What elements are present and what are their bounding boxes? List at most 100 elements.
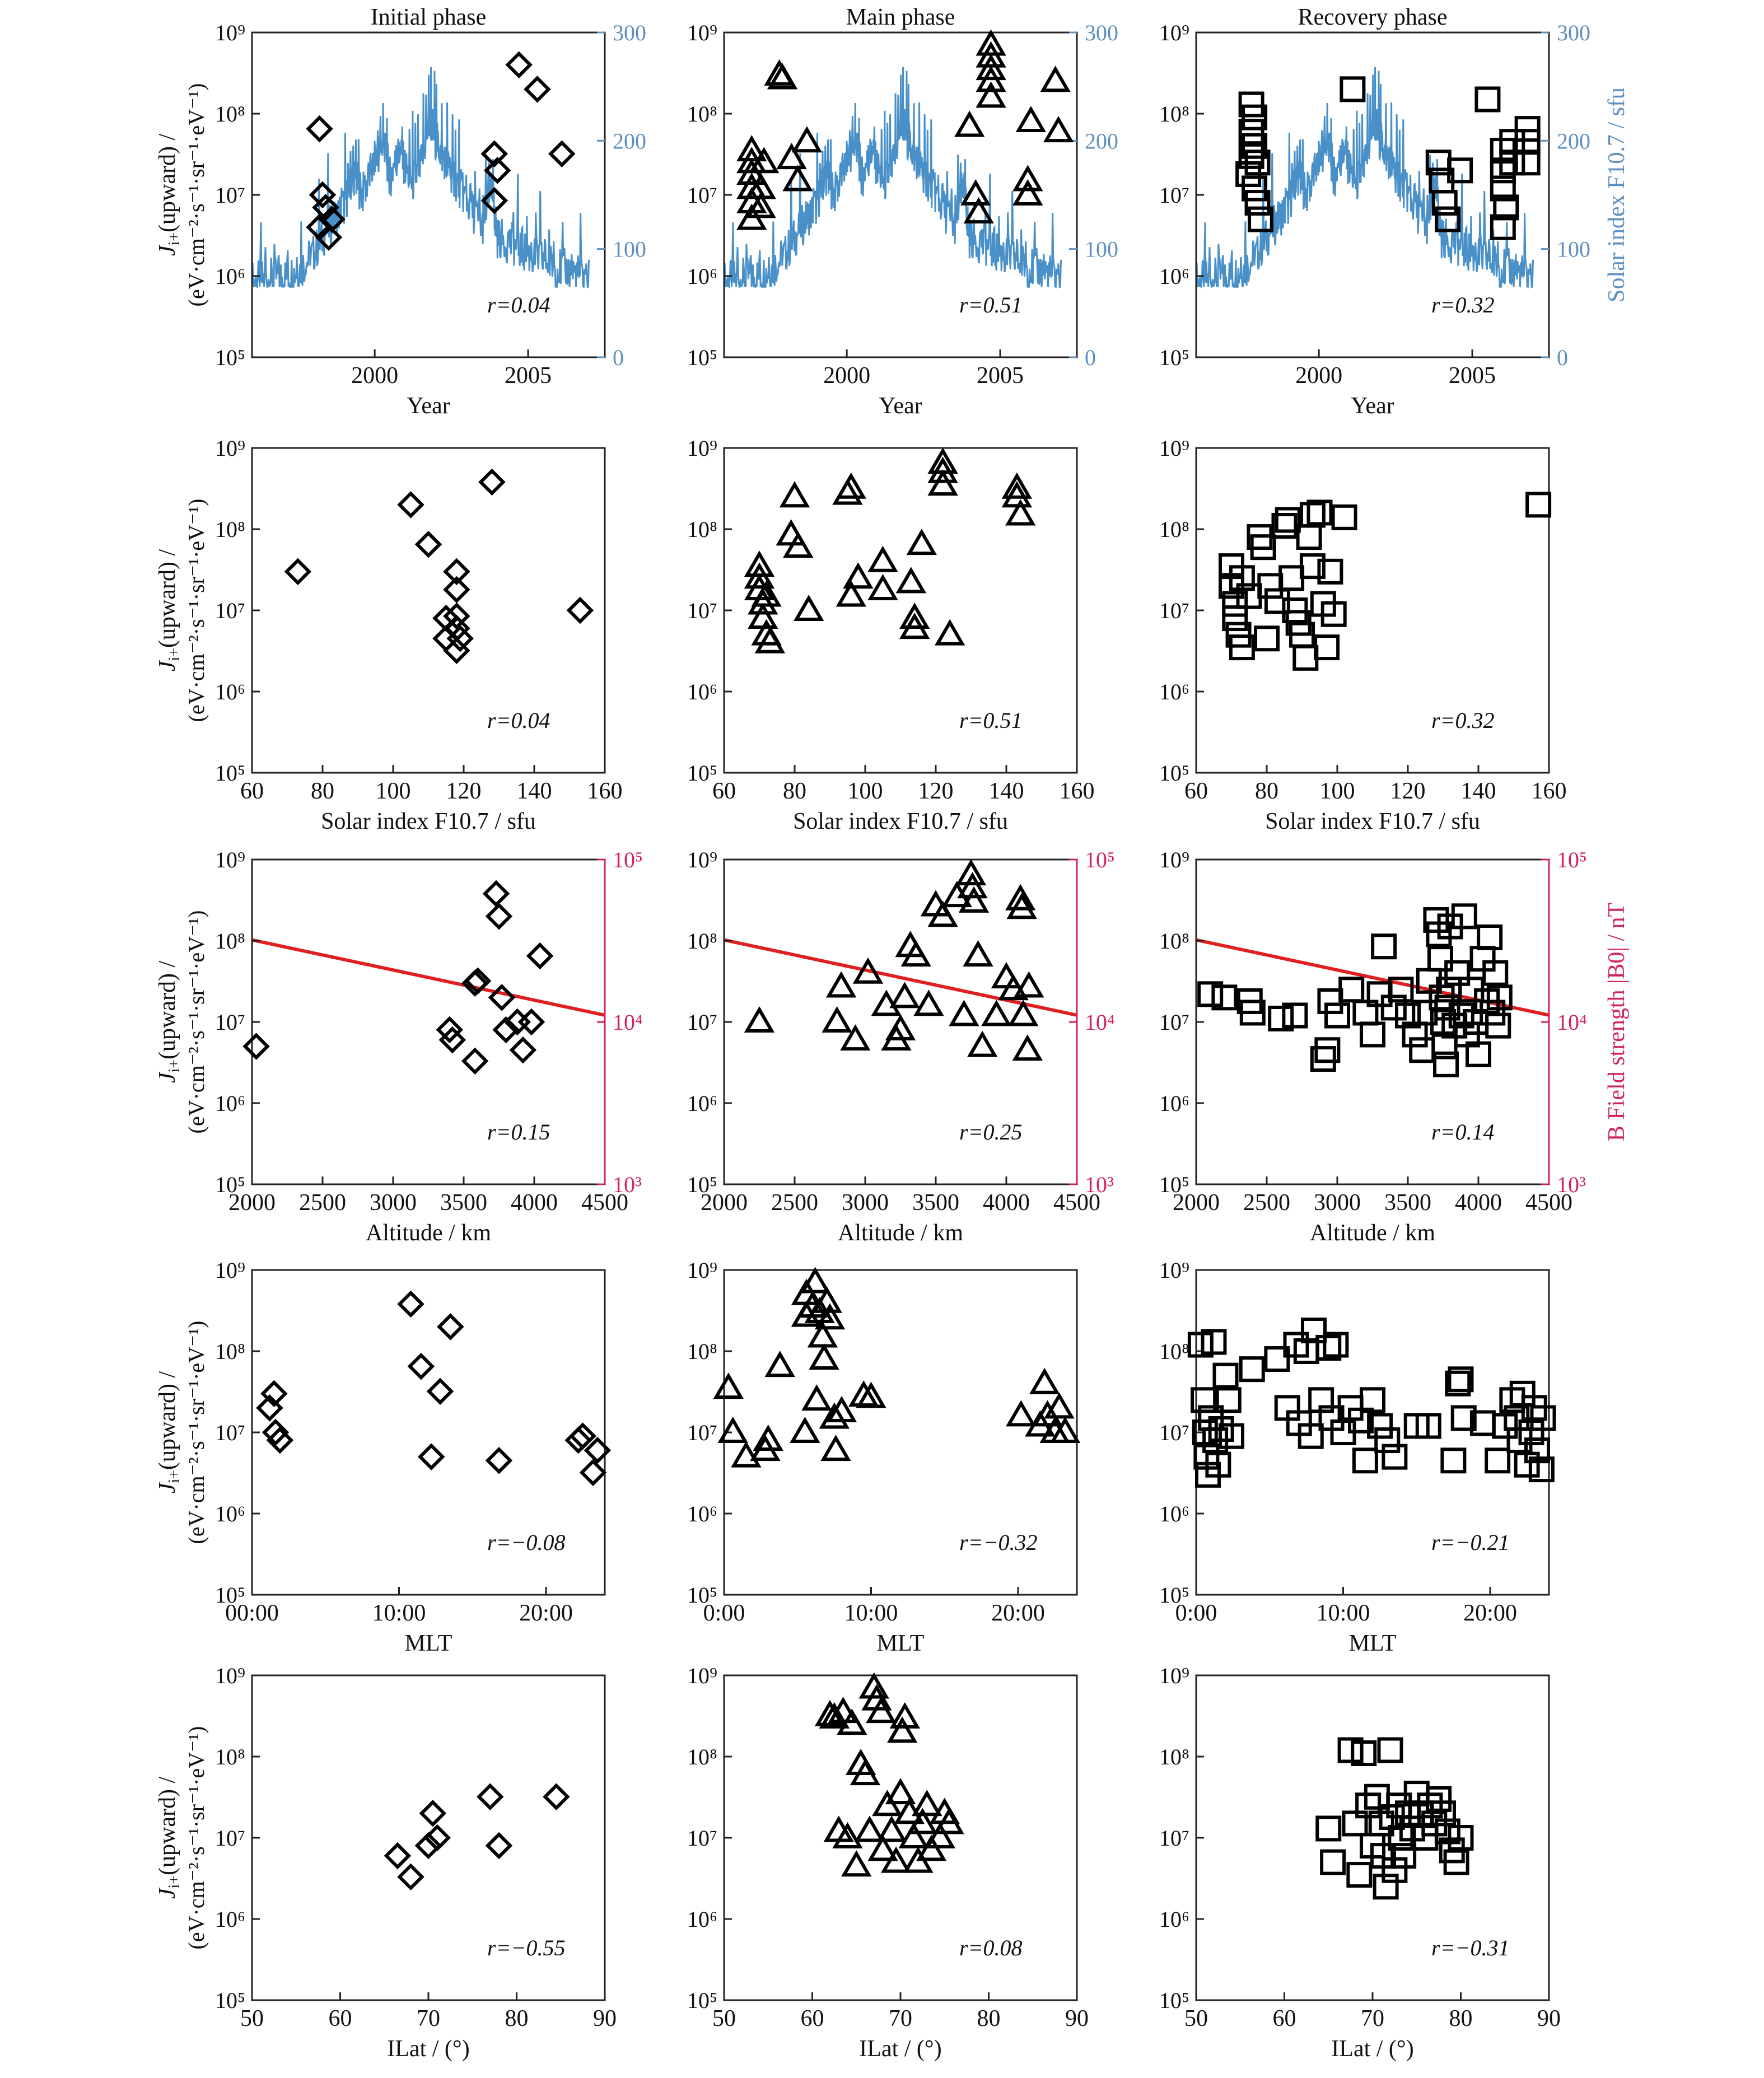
x-tick-label: 120 xyxy=(446,778,482,804)
data-point xyxy=(826,1396,857,1422)
y-tick-label: 10⁸ xyxy=(215,517,245,542)
data-point xyxy=(801,1384,832,1411)
x-tick-label: 2005 xyxy=(505,363,552,389)
data-point xyxy=(782,165,813,192)
y2-tick-label: 10⁵ xyxy=(1085,847,1115,872)
data-point xyxy=(1409,1037,1435,1063)
x-tick-label: 10:00 xyxy=(844,1600,898,1626)
data-point xyxy=(912,1790,942,1817)
data-point xyxy=(414,1832,442,1860)
data-point xyxy=(1417,1792,1443,1819)
y-tick-label: 10⁶ xyxy=(1159,1091,1189,1116)
data-point xyxy=(1264,588,1290,614)
data-point xyxy=(1191,1387,1217,1413)
data-point xyxy=(1282,1002,1308,1029)
y-tick-label: 10⁸ xyxy=(687,928,717,954)
data-point xyxy=(1001,472,1033,499)
data-point xyxy=(242,1033,270,1060)
data-point xyxy=(823,1815,854,1842)
x-tick-label: 00:00 xyxy=(225,1600,279,1626)
y-tick-label: 10⁶ xyxy=(215,1907,245,1932)
y-tick-label: 10⁶ xyxy=(215,1091,245,1116)
y-tick-label: 10⁸ xyxy=(1159,517,1189,542)
data-point xyxy=(1340,76,1366,102)
data-point xyxy=(443,602,470,630)
data-point xyxy=(913,989,944,1016)
y-tick-label: 10⁶ xyxy=(1159,679,1189,704)
x-tick-label: 100 xyxy=(1320,778,1355,804)
data-point xyxy=(579,1459,607,1486)
data-point xyxy=(1248,206,1274,232)
data-point xyxy=(976,66,1006,92)
data-point xyxy=(1338,977,1365,1003)
data-point xyxy=(1371,933,1397,960)
data-point xyxy=(880,1846,912,1873)
x-tick-label: 2000 xyxy=(1295,363,1342,389)
data-point xyxy=(963,197,994,224)
data-point xyxy=(1012,179,1043,206)
correlation-label: r=0.15 xyxy=(487,1119,550,1145)
data-point xyxy=(1005,499,1036,526)
correlation-label: r=−0.32 xyxy=(959,1530,1038,1555)
y2-tick-label: 10³ xyxy=(1085,1172,1114,1197)
data-point xyxy=(548,140,576,167)
data-point xyxy=(1423,907,1449,933)
data-point xyxy=(843,562,874,589)
data-point xyxy=(480,140,508,167)
data-point xyxy=(1382,1857,1408,1883)
x-tick-label: 140 xyxy=(517,778,552,804)
data-point xyxy=(927,900,958,927)
data-point xyxy=(916,1834,947,1861)
chart-panel-altitude-1: 10⁵ 10⁶ 10⁷ 10⁸ 10⁹ 2000 2500 3000 3500 4000 4500 A… xyxy=(215,847,643,1246)
y-tick-label: 10⁵ xyxy=(1159,1172,1189,1197)
right-axis-label-bfield: B Field strength |B0| / nT xyxy=(1604,903,1630,1141)
data-point xyxy=(1380,994,1407,1021)
data-point xyxy=(1197,981,1224,1007)
y-tick-label: 10⁹ xyxy=(215,847,245,872)
data-point xyxy=(1187,1332,1214,1358)
data-point xyxy=(976,54,1006,81)
data-point xyxy=(876,1815,907,1842)
data-point xyxy=(446,625,474,652)
data-point xyxy=(1445,1370,1471,1397)
data-point xyxy=(1530,1405,1556,1431)
x-tick-label: 60 xyxy=(240,778,264,804)
data-point xyxy=(858,1672,889,1699)
data-point xyxy=(1306,499,1333,526)
data-point xyxy=(485,1447,513,1474)
data-point xyxy=(397,1290,424,1318)
x-tick-label: 20:00 xyxy=(1463,1600,1517,1626)
y-tick-label: 10⁶ xyxy=(687,1091,717,1116)
data-point xyxy=(566,596,594,624)
data-point xyxy=(426,1377,454,1405)
data-point xyxy=(981,1000,1012,1026)
y-tick-label: 10⁹ xyxy=(687,1663,717,1688)
y-tick-label: 10⁵ xyxy=(215,345,245,370)
chart-panel-mlt-3: 10⁵ 10⁶ 10⁷ 10⁸ 10⁹ 0:00 10:00 20:00 MLT r=−0.21 xyxy=(1159,1258,1556,1656)
x-tick-label: 2500 xyxy=(771,1190,818,1216)
data-point xyxy=(1377,1737,1403,1763)
data-point xyxy=(976,81,1006,108)
x-tick-label: 140 xyxy=(1461,778,1496,804)
data-point xyxy=(1415,1413,1441,1439)
data-point xyxy=(443,558,470,586)
data-point xyxy=(485,903,513,930)
x-tick-label: 3500 xyxy=(1384,1190,1431,1216)
data-point xyxy=(1431,190,1458,216)
y-tick-label: 10⁹ xyxy=(687,847,717,872)
data-point xyxy=(438,1026,466,1054)
data-point xyxy=(256,1394,283,1422)
data-point xyxy=(819,1402,850,1429)
data-point xyxy=(955,859,987,886)
data-point xyxy=(1337,1737,1364,1763)
chart-panel-ilat-1: 10⁵ 10⁶ 10⁷ 10⁸ 10⁹ 50 60 70 80 90 ILat / (°) r=−0.… xyxy=(215,1663,617,2062)
data-point xyxy=(1444,960,1471,986)
data-point xyxy=(1222,591,1248,617)
chart-panel-mlt-1: 10⁵ 10⁶ 10⁷ 10⁸ 10⁹ 00:00 10:00 20:00 MLT r=−0.08 xyxy=(215,1258,612,1656)
data-point xyxy=(1298,1423,1324,1449)
data-point xyxy=(419,1800,447,1827)
x-tick-label: 2000 xyxy=(228,1190,276,1216)
data-point xyxy=(949,1000,979,1026)
y-tick-label: 10⁹ xyxy=(215,1663,245,1688)
data-point xyxy=(1440,1447,1467,1474)
